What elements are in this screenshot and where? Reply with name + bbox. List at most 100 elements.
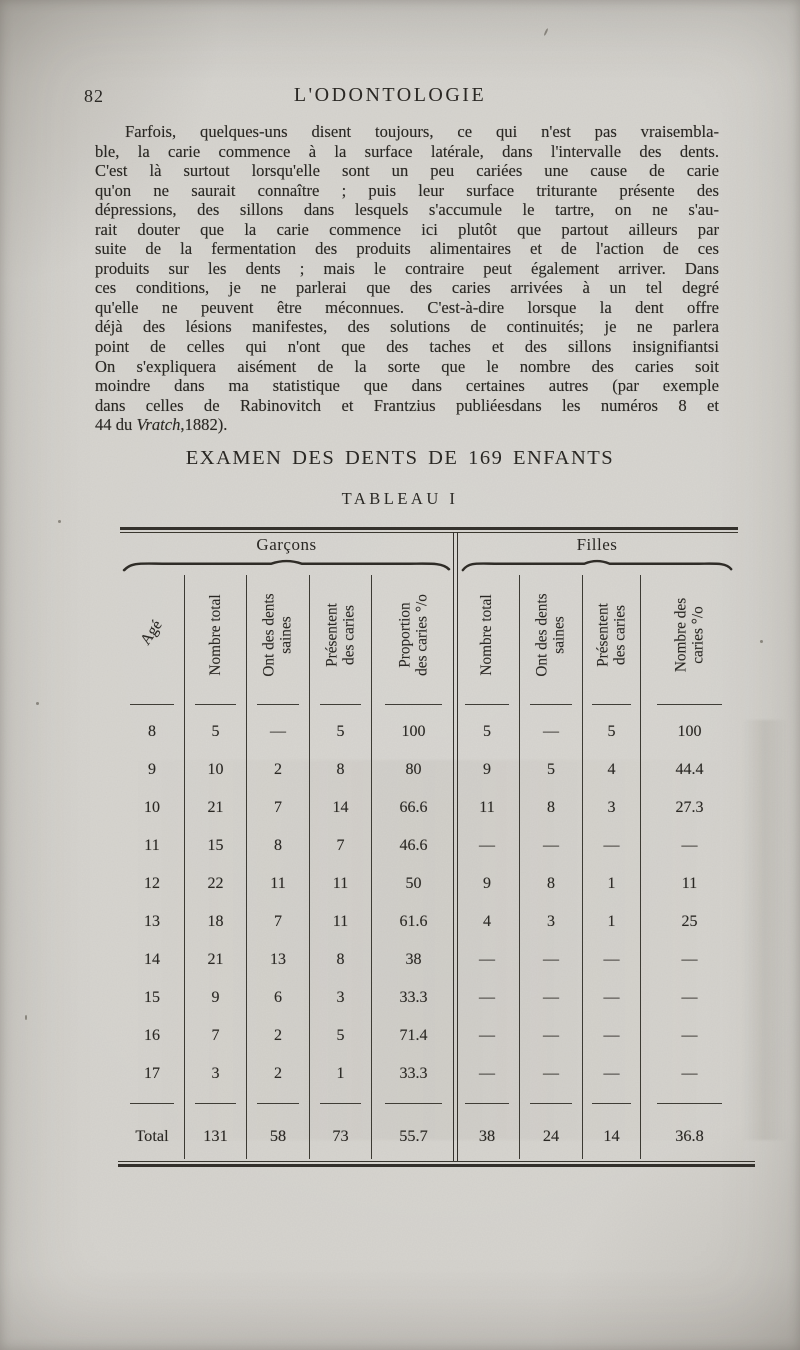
value-cell: 4 [483,913,491,930]
age-cell: 8 [148,723,156,740]
separator-cell [371,695,455,713]
value-cell: 9 [483,761,491,778]
separator-dash [529,703,573,705]
value-cell: 50 [371,865,455,903]
last-line-post: ,1882). [180,415,228,435]
paper-speck [760,640,763,643]
value-cell: 11 [479,799,495,816]
value-cell: — [640,941,738,979]
column-header-label: Présentent des caries [323,603,357,667]
separator-cell [184,1093,246,1113]
paragraph-line: Farfois, quelques-uns disent toujours, c… [125,122,719,141]
age-cell: 17 [144,1065,160,1082]
value-cell: 2 [246,751,309,789]
value-cell: 66.6 [371,789,455,827]
value-cell: 2 [246,1055,309,1093]
value-cell: 3 [184,1055,246,1093]
separator-dash [656,703,723,705]
value-cell: 33.3 [371,1055,455,1093]
separator-dash [194,703,237,705]
value-cell: 100 [371,713,455,751]
value-cell: 33.3 [371,979,455,1017]
value-cell: — [519,1017,582,1055]
value-cell: 14 [309,789,371,827]
separator-cell [455,695,519,713]
value-cell: — [640,1017,738,1055]
table-row: 14 21 13 8 38— — — — [120,941,738,979]
last-line-pre: 44 du [95,415,137,435]
value-cell: 3 [582,789,640,827]
separator-cell [519,695,582,713]
value-cell: 21 [184,941,246,979]
total-value-cell: 58 [246,1113,309,1159]
header-line: saines [277,616,294,654]
last-line-italic-word: Vratch [136,415,181,435]
brace-garcons [122,559,451,572]
value-cell: 3 [309,979,371,1017]
value-cell: — [519,713,582,751]
table-body-rows: 8 5—5 100 5—5 100 9 10 2 8 80 9 5 4 44.4 10 21 7 14 66.6 11… [120,713,738,1093]
paragraph-line: On s'expliquera aisément de la sorte que… [95,356,719,376]
total-value-cell: 131 [184,1113,246,1159]
value-cell: 2 [246,1017,309,1055]
separator-cell [246,695,309,713]
separator-dash [592,703,631,705]
column-header: Présentent des caries [309,575,371,695]
value-cell: — [479,1065,495,1082]
header-line: caries °/o [688,606,706,664]
separator-dash [385,703,442,705]
paragraph-line: ces conditions, je ne parlerai que des c… [95,278,719,298]
column-header-label: Ont des dents saines [533,593,568,677]
value-cell: — [519,979,582,1017]
age-cell: 13 [144,913,160,930]
header-line: des caries [339,605,357,665]
value-cell: — [479,951,495,968]
value-cell: — [640,979,738,1017]
group-header-garcons: Garçons [256,535,317,554]
value-cell: 38 [371,941,455,979]
table-row: 11 15 8 7 46.6— — — — [120,827,738,865]
value-cell: 27.3 [640,789,738,827]
separator-cell [582,695,640,713]
body-paragraph: Farfois, quelques-uns disent toujours, c… [95,122,719,435]
total-value-cell: 73 [309,1113,371,1159]
paper-speck [25,1015,27,1020]
separator-dash [465,1102,509,1104]
header-line: Ont des dents [533,593,551,677]
table-row: 16 7 2 5 71.4— — — — [120,1017,738,1055]
value-cell: 8 [519,865,582,903]
separator-dash [256,1102,300,1104]
separator-cell [246,1093,309,1113]
table-row: 8 5—5 100 5—5 100 [120,713,738,751]
group-header-filles: Filles [576,535,618,554]
paragraph-line: point de celles qui n'ont que des taches… [95,337,719,357]
header-line: Nombre total [477,594,495,676]
table-row: 10 21 7 14 66.6 11 8 3 27.3 [120,789,738,827]
paragraph-line: déjà des lésions manifestes, des solutio… [95,317,719,337]
separator-dash [529,1102,573,1104]
paragraph-line: ble, la carie commence à la surface laté… [95,141,719,161]
separator-dash [130,1102,174,1104]
paper-speck [58,520,61,523]
value-cell: 71.4 [371,1017,455,1055]
section-title: EXAMEN DES DENTS DE 169 ENFANTS [185,447,615,469]
table-grid: Agé Nombre total Ont des dents saines Présen… [120,575,738,1159]
separator-dash [385,1102,442,1104]
column-header: Présentent des caries [582,575,640,695]
paragraph-line: qu'on ne saurait connaître ; puis leur s… [95,180,719,200]
column-header-label: Nombre des caries °/o [672,598,706,672]
separator-cell [120,695,184,713]
column-header: Nombre des caries °/o [640,575,738,695]
table-row: 13 18 7 11 61.6 4 3 1 25 [120,903,738,941]
separator-cell [640,1093,738,1113]
value-cell: 1 [582,903,640,941]
paper-speck [36,702,39,705]
brace-filles [461,559,733,572]
separator-dash [194,1102,237,1104]
value-cell: — [479,837,495,854]
value-cell: 8 [309,941,371,979]
value-cell: 61.6 [371,903,455,941]
value-cell: — [582,979,640,1017]
value-cell: 7 [309,827,371,865]
value-cell: 8 [519,789,582,827]
